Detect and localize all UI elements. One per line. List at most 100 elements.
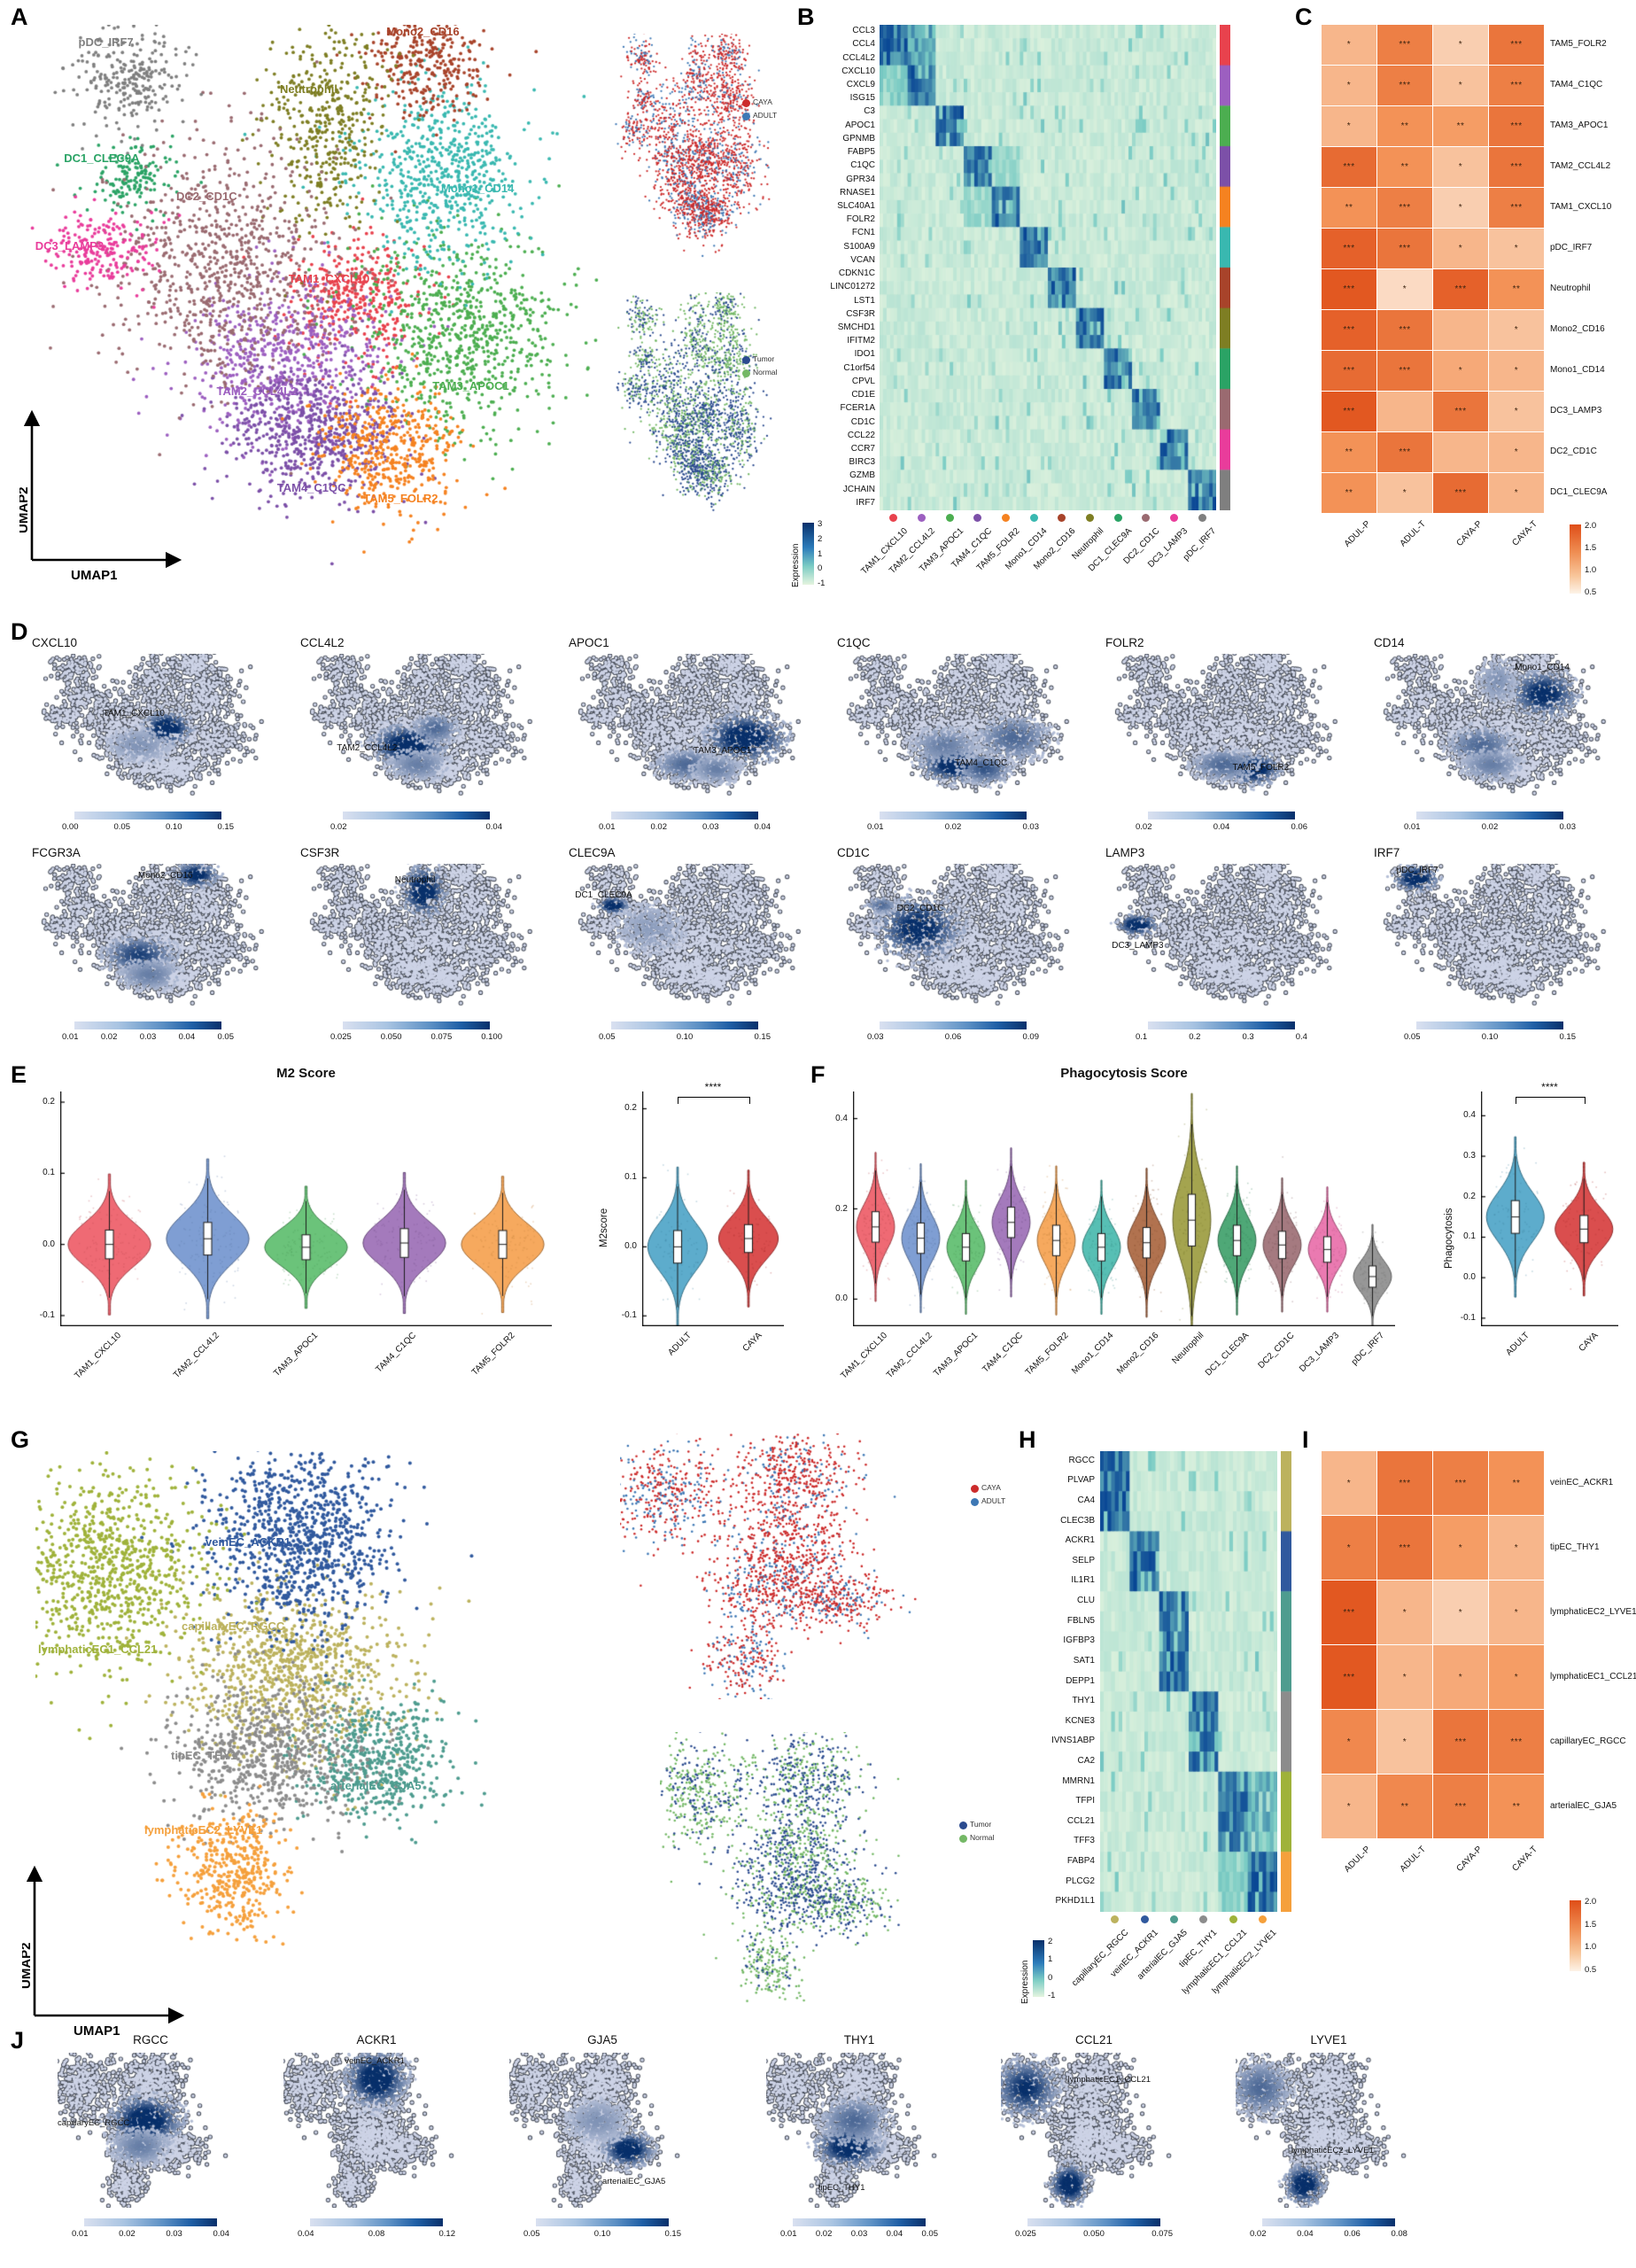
y-tick-label: 0.1 — [1463, 1231, 1476, 1242]
sig-cell-Mono2_CD16-CAYA-P — [1433, 310, 1488, 350]
feature-cluster-label-DC3_LAMP3: DC3_LAMP3 — [1112, 941, 1164, 951]
feature-colorbar-IRF7-ticks: 0.05 0.10 0.15 — [1404, 1032, 1576, 1042]
gene-label-PLCG2: PLCG2 — [1066, 1876, 1095, 1886]
sig-cell-lymphaticEC2_LYVE1-ADUL-P: *** — [1322, 1581, 1376, 1644]
gene-label-IL1R1: IL1R1 — [1071, 1575, 1095, 1586]
sig-cell-DC3_LAMP3-CAYA-P: *** — [1433, 392, 1488, 431]
feature-colorbar-CD14-bar — [1416, 812, 1563, 819]
y-tick-label: 0.1 — [624, 1172, 637, 1183]
gene-label-FBLN5: FBLN5 — [1066, 1615, 1095, 1626]
sig-cell-veinEC_ACKR1-CAYA-T: ** — [1489, 1451, 1544, 1515]
feature-colorbar-C1QC-ticks: 0.01 0.02 0.03 — [867, 822, 1039, 832]
colorbar-tick: 0.10 — [593, 2229, 611, 2239]
feature-cluster-label-Neutrophil: Neutrophil — [394, 875, 436, 886]
legend-tick: 3 — [818, 519, 823, 529]
legend-tick: 0.5 — [1585, 1964, 1597, 1975]
column-dot-arterialEC_GJA5 — [1169, 1915, 1178, 1923]
violin-x-label-TAM2_CCL4L2: TAM2_CCL4L2 — [172, 1331, 222, 1380]
colorbar-tick: 0.15 — [1559, 1032, 1577, 1042]
feature-cluster-label-lymphaticEC1_CCL21: lymphaticEC1_CCL21 — [1067, 2074, 1151, 2085]
feature-gene-title-GJA5: GJA5 — [587, 2033, 617, 2047]
sig-cell-TAM3_APOC1-CAYA-P: ** — [1433, 106, 1488, 146]
feature-colorbar-CXCL10-bar — [74, 812, 221, 819]
legend-dot-Normal — [959, 1835, 967, 1843]
feature-plot-CXCL10 — [34, 654, 266, 803]
violin-x-label-DC2_CD1C: DC2_CD1C — [1256, 1331, 1297, 1371]
feature-colorbar-CLEC9A-bar — [611, 1021, 758, 1029]
sig-cell-TAM2_CCL4L2-ADUL-P: *** — [1322, 147, 1376, 187]
violin-x-label-DC1_CLEC9A: DC1_CLEC9A — [1203, 1331, 1252, 1379]
column-dot-DC2_CD1C — [1142, 514, 1151, 522]
gene-group-strip-myeloid — [1220, 25, 1230, 510]
colorbar-tick: 0.02 — [1250, 2229, 1267, 2239]
expression-legend-b-bar — [802, 523, 814, 585]
y-tick-label: 0.2 — [43, 1097, 55, 1107]
feature-plot-GJA5 — [509, 2053, 695, 2208]
colorbar-tick: 0.03 — [139, 1032, 157, 1042]
gene-label-FABP5: FABP5 — [847, 147, 875, 158]
gene-label-C1orf54: C1orf54 — [843, 362, 875, 373]
umap-myeloid-plot — [27, 25, 602, 574]
sig-cell-Mono1_CD14-CAYA-P: * — [1433, 351, 1488, 391]
feature-colorbar-CD14-ticks: 0.01 0.02 0.03 — [1404, 822, 1576, 832]
feature-plot-CD14 — [1376, 654, 1608, 803]
phagocytosis-violin-plot — [853, 1091, 1395, 1326]
feature-plot-LYVE1 — [1236, 2053, 1422, 2208]
gene-label-CCR7: CCR7 — [850, 444, 875, 454]
legend-tick: 2 — [1048, 1937, 1053, 1946]
violin-x-label-TAM4_C1QC: TAM4_C1QC — [374, 1331, 419, 1375]
cluster-label-lymphaticEC2_LYVE1: lymphaticEC2_LYVE1 — [144, 1823, 263, 1837]
colorbar-tick: 0.025 — [330, 1032, 352, 1042]
cluster-label-TAM1_CXCL10: TAM1_CXCL10 — [288, 272, 370, 285]
sig-col-label-ADUL-T: ADUL-T — [1399, 1845, 1429, 1875]
panel-letter-i: I — [1302, 1426, 1309, 1453]
cluster-label-Mono1_CD14: Mono1_CD14 — [441, 181, 515, 195]
umap2-axis-label-g: UMAP2 — [22, 1942, 34, 1989]
feature-gene-title-CD14: CD14 — [1374, 636, 1405, 649]
colorbar-tick: 0.02 — [944, 822, 962, 832]
m2score-ylabel: M2score — [599, 1208, 609, 1247]
sig-cell-TAM1_CXCL10-ADUL-P: ** — [1322, 188, 1376, 228]
violin-x-label-TAM5_FOLR2: TAM5_FOLR2 — [1023, 1331, 1071, 1378]
gene-label-CCL4L2: CCL4L2 — [842, 52, 875, 63]
colorbar-tick: 0.02 — [650, 822, 668, 832]
sig-cell-arterialEC_GJA5-ADUL-T: ** — [1377, 1775, 1432, 1838]
legend-label-Tumor: Tumor — [970, 1820, 992, 1829]
cluster-label-capillaryEC_RGCC: capillaryEC_RGCC — [182, 1619, 285, 1634]
sig-row-label-pDC_IRF7: pDC_IRF7 — [1550, 243, 1593, 252]
column-dot-capillaryEC_RGCC — [1111, 1915, 1120, 1923]
gene-label-GPR34: GPR34 — [846, 174, 875, 184]
sig-cell-capillaryEC_RGCC-ADUL-P: * — [1322, 1710, 1376, 1774]
gene-label-IVNS1ABP: IVNS1ABP — [1051, 1736, 1095, 1746]
feature-gene-title-LYVE1: LYVE1 — [1310, 2033, 1347, 2047]
feature-cluster-label-arterialEC_GJA5: arterialEC_GJA5 — [602, 2177, 666, 2186]
gene-label-LST1: LST1 — [854, 295, 875, 306]
expression-legend-title-h: Expression — [1020, 1960, 1030, 2004]
sig-cell-TAM2_CCL4L2-ADUL-T: ** — [1377, 147, 1432, 187]
sig-bracket-e — [678, 1097, 750, 1104]
feature-colorbar-CCL4L2-ticks: 0.02 0.04 — [330, 822, 502, 832]
gene-label-CXCL9: CXCL9 — [846, 80, 875, 89]
sig-legend-ticks: 2.0 1.5 1.0 0.5 — [1585, 1897, 1596, 1975]
legend-tick: 0.5 — [1585, 587, 1597, 597]
cluster-label-pDC_IRF7: pDC_IRF7 — [78, 35, 134, 50]
colorbar-tick: 0.03 — [850, 2229, 868, 2239]
feature-cluster-label-TAM1_CXCL10: TAM1_CXCL10 — [103, 709, 165, 719]
feature-colorbar-FCGR3A-bar — [74, 1021, 221, 1029]
sig-row-label-TAM1_CXCL10: TAM1_CXCL10 — [1550, 202, 1612, 212]
column-dot-Neutrophil — [1086, 514, 1094, 522]
sig-cell-DC1_CLEC9A-CAYA-P: *** — [1433, 473, 1488, 513]
sig-cell-Mono1_CD14-ADUL-T: *** — [1377, 351, 1432, 391]
m2-score-group-violin — [642, 1091, 784, 1326]
legend-dot-CAYA — [742, 99, 750, 107]
violin-x-label-CAYA: CAYA — [1577, 1331, 1601, 1354]
sig-legend-ticks: 2.0 1.5 1.0 0.5 — [1585, 521, 1596, 597]
feature-colorbar-RGCC-ticks: 0.01 0.02 0.03 0.04 — [72, 2229, 229, 2239]
y-tick-label: 0.4 — [835, 1113, 848, 1123]
sig-cell-Neutrophil-ADUL-T: * — [1377, 269, 1432, 309]
sig-cell-veinEC_ACKR1-ADUL-P: * — [1322, 1451, 1376, 1515]
violin-x-label-TAM1_CXCL10: TAM1_CXCL10 — [73, 1331, 124, 1381]
umap-myeloid-inset-tissue — [614, 292, 773, 527]
legend-dot-CAYA — [971, 1485, 979, 1493]
feature-plot-CCL21 — [1001, 2053, 1187, 2208]
